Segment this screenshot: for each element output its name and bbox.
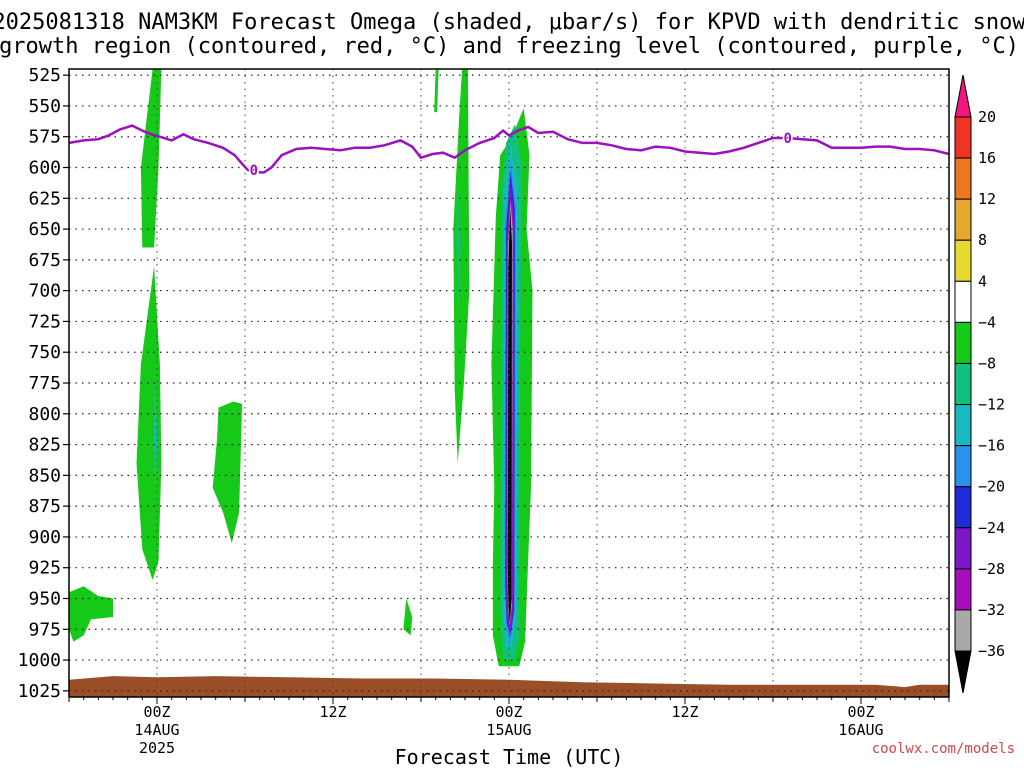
y-tick-label: 900 <box>28 527 61 548</box>
colorbar-swatch <box>954 527 972 570</box>
freezing-level-label: 0 <box>250 163 258 179</box>
colorbar-label: −24 <box>978 519 1005 537</box>
x-tick-year: 2025 <box>139 739 175 757</box>
colorbar-label: 4 <box>978 272 987 290</box>
y-tick-label: 550 <box>28 96 61 117</box>
colorbar-swatch <box>954 321 972 364</box>
colorbar-swatch <box>954 280 972 323</box>
omega-area-4 <box>368 69 377 100</box>
omega-area-10 <box>136 266 162 580</box>
colorbar-label: 12 <box>978 190 996 208</box>
omega-area-3 <box>318 450 326 513</box>
x-axis-label: Forecast Time (UTC) <box>395 745 624 768</box>
y-tick-label: 650 <box>28 219 61 240</box>
y-tick-label: 800 <box>28 404 61 425</box>
contour-label-bg <box>782 130 793 144</box>
y-tick-label: 875 <box>28 496 61 517</box>
plot-area: 00 <box>68 68 950 698</box>
y-tick-label: 700 <box>28 281 61 302</box>
colorbar-swatch <box>954 445 972 488</box>
y-tick-label: 725 <box>28 311 61 332</box>
y-tick-label: 625 <box>28 188 61 209</box>
omega-area-12 <box>403 598 413 636</box>
y-tick-label: 675 <box>28 250 61 271</box>
colorbar-swatch <box>954 116 972 159</box>
omega-shading <box>69 69 543 667</box>
colorbar-label: −28 <box>978 560 1005 578</box>
omega-area-1 <box>201 216 206 273</box>
omega-area-17 <box>456 179 461 316</box>
contour-label-bg <box>248 162 259 176</box>
x-tick-label: 00Z <box>847 703 874 721</box>
omega-area-14 <box>453 69 470 463</box>
y-tick-label: 1000 <box>18 650 61 671</box>
colorbar-swatch <box>954 486 972 529</box>
omega-area-13 <box>434 69 439 113</box>
colorbar-label: −16 <box>978 437 1005 455</box>
y-tick-label: 925 <box>28 558 61 579</box>
omega-area-5 <box>413 530 423 599</box>
colorbar-label: 20 <box>978 108 996 126</box>
y-tick-label: 950 <box>28 588 61 609</box>
colorbar: 20 16 12 8 4 −4 −8 −12 −16 −20 −24 −28 −32 −36 <box>954 74 1005 694</box>
colorbar-swatch <box>954 609 972 652</box>
y-tick-label: 525 <box>28 65 61 86</box>
omega-area-2 <box>299 229 307 322</box>
colorbar-label: 16 <box>978 149 996 167</box>
omega-area-8 <box>69 586 113 642</box>
y-tick-label: 850 <box>28 465 61 486</box>
y-axis: 525 550 575 600 625 650 675 700 725 750 775 800 825 8… <box>18 65 69 702</box>
freezing-level-contour: 00 <box>68 124 950 179</box>
y-tick-label: 825 <box>28 435 61 456</box>
colorbar-label: 8 <box>978 231 987 249</box>
y-tick-label: 1025 <box>18 681 61 702</box>
y-tick-label: 775 <box>28 373 61 394</box>
colorbar-cap-bottom <box>954 650 972 694</box>
x-tick-label: 12Z <box>319 703 346 721</box>
omega-area-6 <box>510 69 518 100</box>
omega-area-18 <box>154 376 157 500</box>
colorbar-swatch <box>954 157 972 200</box>
omega-area-25 <box>507 209 512 624</box>
colorbar-swatch <box>954 404 972 447</box>
x-tick-date: 14AUG <box>134 721 179 739</box>
freezing-level-label: 0 <box>783 131 791 147</box>
freezing-level-line <box>68 124 950 174</box>
x-tick-label: 12Z <box>671 703 698 721</box>
x-tick-date: 16AUG <box>838 721 883 739</box>
chart-title: 2025081318 NAM3KM Forecast Omega (shaded… <box>0 10 1024 35</box>
omega-area-9 <box>140 69 162 248</box>
chart-subtitle: growth region (contoured, red, °C) and f… <box>0 34 1019 59</box>
colorbar-swatch <box>954 198 972 241</box>
y-tick-label: 975 <box>28 619 61 640</box>
colorbar-swatch <box>954 239 972 282</box>
x-tick-date: 15AUG <box>486 721 531 739</box>
omega-area-0 <box>77 389 97 552</box>
y-tick-label: 750 <box>28 342 61 363</box>
colorbar-cap-top <box>954 74 972 118</box>
colorbar-label: −4 <box>978 313 996 331</box>
colorbar-label: −36 <box>978 642 1005 660</box>
credit-text: coolwx.com/models <box>872 741 1015 757</box>
omega-area-11 <box>212 401 243 544</box>
colorbar-label: −8 <box>978 354 996 372</box>
x-tick-label: 00Z <box>495 703 522 721</box>
colorbar-label: −32 <box>978 601 1005 619</box>
x-tick-label: 00Z <box>143 703 170 721</box>
colorbar-label: −20 <box>978 478 1005 496</box>
y-tick-label: 600 <box>28 158 61 179</box>
omega-area-7 <box>538 386 543 439</box>
colorbar-swatch <box>954 568 972 611</box>
colorbar-label: −12 <box>978 396 1005 414</box>
colorbar-swatch <box>954 362 972 406</box>
y-tick-label: 575 <box>28 127 61 148</box>
